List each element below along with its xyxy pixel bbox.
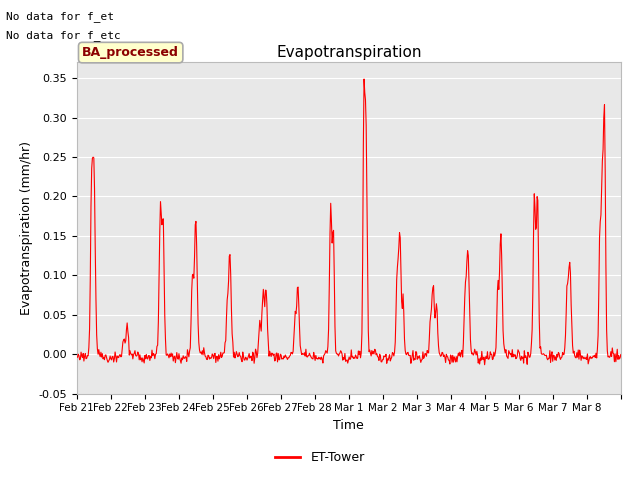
Y-axis label: Evapotranspiration (mm/hr): Evapotranspiration (mm/hr) — [20, 141, 33, 315]
Text: No data for f_et: No data for f_et — [6, 11, 115, 22]
X-axis label: Time: Time — [333, 419, 364, 432]
Title: Evapotranspiration: Evapotranspiration — [276, 45, 422, 60]
Text: No data for f_etc: No data for f_etc — [6, 30, 121, 41]
Legend: ET-Tower: ET-Tower — [270, 446, 370, 469]
Text: BA_processed: BA_processed — [82, 46, 179, 59]
